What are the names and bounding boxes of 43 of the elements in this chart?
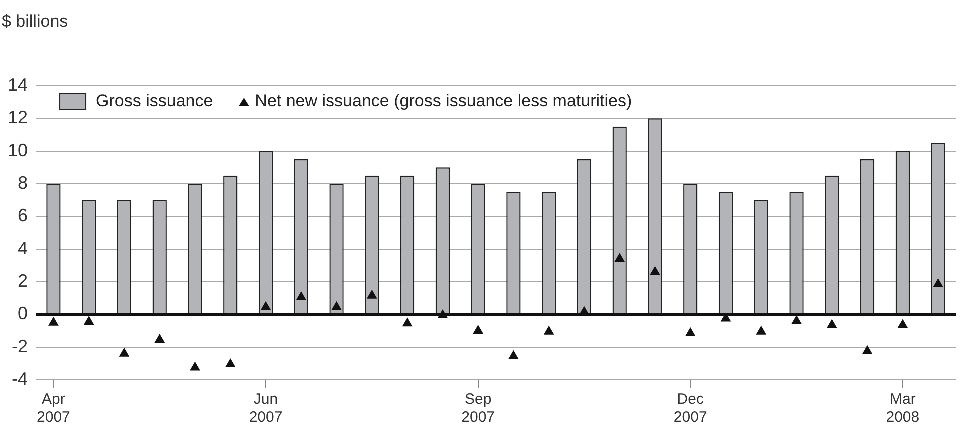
y-tick-label: 4 <box>18 238 28 258</box>
x-tick-label: Sep 2007 <box>462 391 496 426</box>
point <box>862 345 873 354</box>
point <box>260 301 272 310</box>
point <box>933 278 944 288</box>
point <box>792 315 802 324</box>
point <box>225 358 236 368</box>
legend-label: Net new issuance (gross issuance less maturities) <box>255 92 632 111</box>
point <box>650 266 660 276</box>
point <box>826 319 838 328</box>
point <box>296 292 307 301</box>
y-tick-label: 8 <box>18 172 28 193</box>
x-tick-label: Jun 2007 <box>249 391 283 426</box>
point <box>402 318 413 327</box>
point <box>756 326 767 335</box>
y-tick-label: 14 <box>8 74 28 95</box>
y-tick-label: 10 <box>8 140 28 160</box>
point <box>84 316 94 326</box>
point <box>508 350 519 360</box>
point <box>720 312 732 322</box>
y-tick-label: -2 <box>12 336 28 356</box>
y-tick-label: 2 <box>18 270 28 291</box>
point <box>473 325 484 334</box>
y-tick-label: 0 <box>18 304 28 324</box>
point <box>544 326 554 335</box>
point <box>366 290 378 299</box>
y-tick-label: -4 <box>12 368 28 389</box>
point <box>685 327 696 336</box>
x-tick-label: Dec 2007 <box>674 391 708 426</box>
point <box>48 316 59 326</box>
point <box>438 309 448 318</box>
x-tick-label: Apr 2007 <box>37 391 70 426</box>
point <box>614 253 626 262</box>
point <box>154 334 166 343</box>
y-axis-title: $ billions <box>2 12 68 32</box>
point <box>332 301 342 310</box>
point <box>119 348 130 357</box>
point <box>190 362 200 371</box>
x-tick-label: Mar 2008 <box>886 391 920 426</box>
y-tick-label: 12 <box>8 108 28 128</box>
legend-label: Gross issuance <box>96 92 214 111</box>
y-tick-label: 6 <box>18 206 28 226</box>
point <box>898 319 908 328</box>
